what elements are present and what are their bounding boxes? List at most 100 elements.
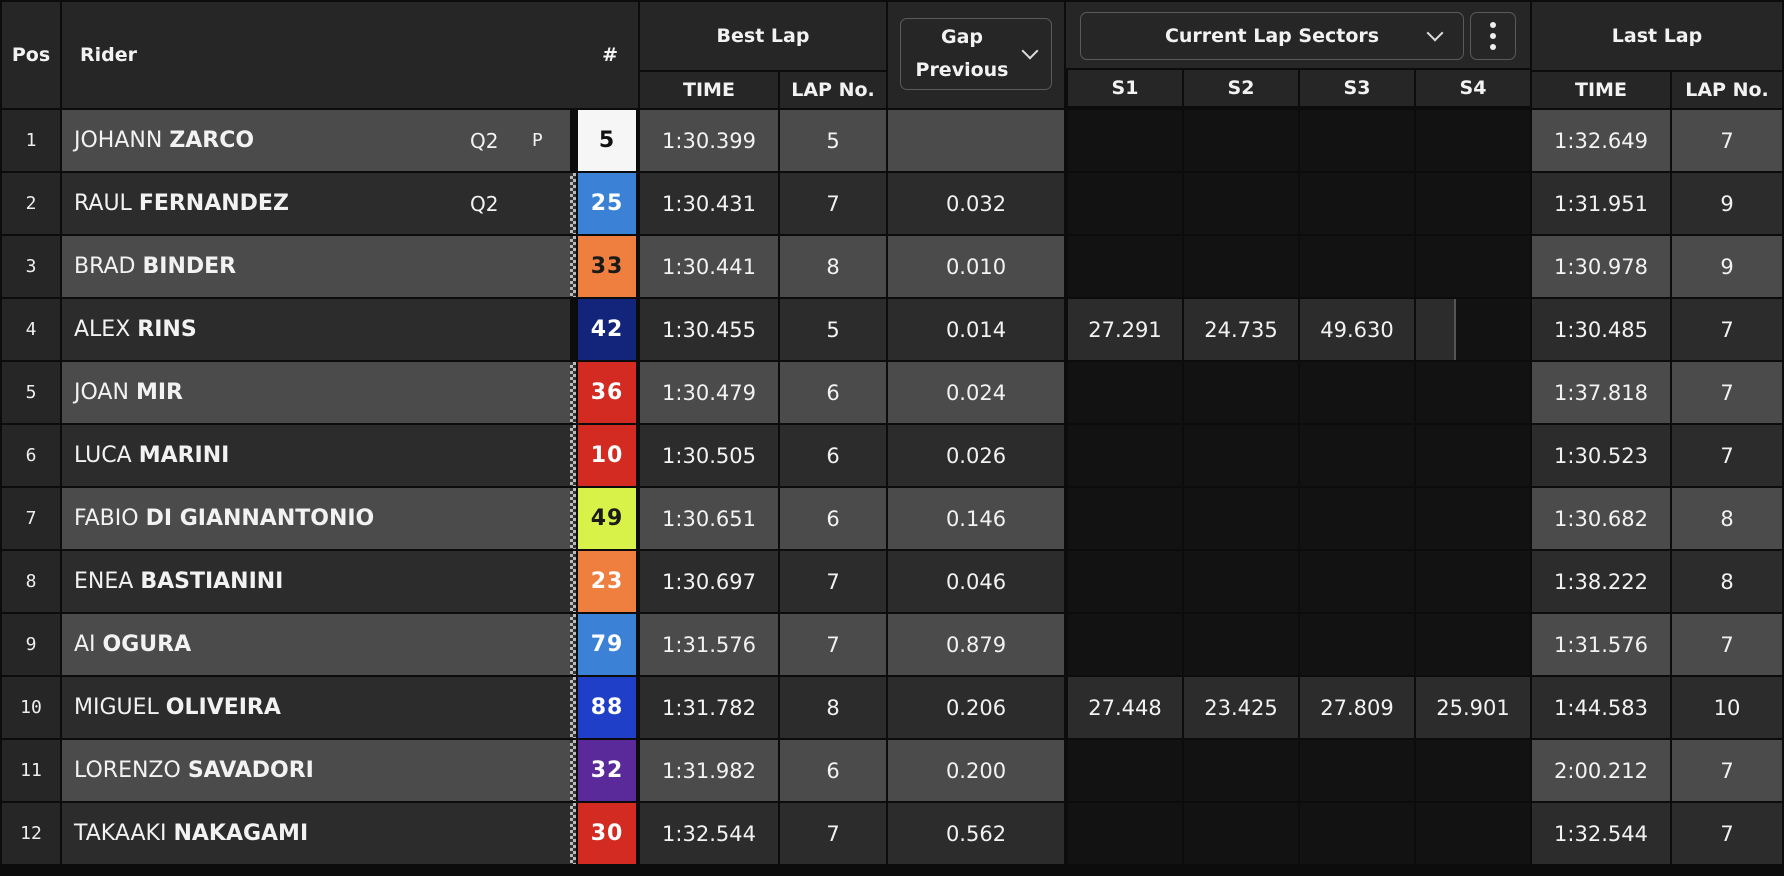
sector-progress-indicator <box>1416 299 1456 360</box>
last-lap-time: 1:44.583 <box>1532 677 1670 738</box>
rider-last-name: FERNANDEZ <box>138 191 289 216</box>
gap-previous-dropdown[interactable]: Gap Previous <box>900 18 1052 90</box>
rider-number-badge: 23 <box>578 551 636 612</box>
rider-number-badge: 32 <box>578 740 636 801</box>
pit-status-badge: P <box>532 130 543 151</box>
position-cell: 11 <box>2 740 60 801</box>
sector-s3-time <box>1300 236 1414 297</box>
last-lap-time: 1:38.222 <box>1532 551 1670 612</box>
rider-number-badge: 36 <box>578 362 636 423</box>
s3-label: S3 <box>1343 77 1371 99</box>
chevron-down-icon <box>1021 42 1039 60</box>
more-options-button[interactable] <box>1470 12 1516 60</box>
rider-first-name: RAUL <box>74 191 132 216</box>
rider-name-cell: MIGUEL OLIVEIRA <box>62 677 570 738</box>
position-cell: 12 <box>2 803 60 864</box>
sector-s3-time: 27.809 <box>1300 677 1414 738</box>
sector-s1-time <box>1068 551 1182 612</box>
sector-s1-time <box>1068 362 1182 423</box>
rider-first-name: AI <box>74 632 96 657</box>
sector-s1-time: 27.448 <box>1068 677 1182 738</box>
checkered-flag-icon <box>570 803 576 864</box>
position-cell: 7 <box>2 488 60 549</box>
best-lap-time: 1:30.505 <box>640 425 778 486</box>
rider-last-name: BASTIANINI <box>140 569 284 594</box>
last-lapno-col-label: LAP No. <box>1685 79 1769 101</box>
sector-s4-time <box>1416 740 1530 801</box>
s4-header: S4 <box>1416 70 1530 106</box>
sector-s2-time <box>1184 362 1298 423</box>
last-lap-number: 7 <box>1672 803 1782 864</box>
rider-number-badge: 5 <box>578 110 636 171</box>
best-lap-time: 1:30.399 <box>640 110 778 171</box>
last-lap-number: 7 <box>1672 614 1782 675</box>
sector-s1-time <box>1068 740 1182 801</box>
best-lap-time: 1:31.576 <box>640 614 778 675</box>
best-lap-header: Best Lap <box>640 2 886 70</box>
best-lapno-col-label: LAP No. <box>791 79 875 101</box>
rider-last-name: DI GIANNANTONIO <box>145 506 375 531</box>
best-lap-time: 1:30.441 <box>640 236 778 297</box>
best-lap-number: 5 <box>780 299 886 360</box>
best-lap-time: 1:31.982 <box>640 740 778 801</box>
gap-previous: 0.026 <box>888 425 1064 486</box>
rider-number-badge: 25 <box>578 173 636 234</box>
rider-first-name: ALEX <box>74 317 131 342</box>
last-time-col-label: TIME <box>1575 79 1627 101</box>
rider-number-badge: 79 <box>578 614 636 675</box>
gap-previous: 0.032 <box>888 173 1064 234</box>
sectors-select-label: Current Lap Sectors <box>1164 25 1380 47</box>
rider-last-name: ZARCO <box>169 128 255 153</box>
best-lap-number: 6 <box>780 488 886 549</box>
gap-previous: 0.879 <box>888 614 1064 675</box>
pos-header: Pos <box>2 2 60 108</box>
sector-s3-time <box>1300 173 1414 234</box>
rider-number-badge: 42 <box>578 299 636 360</box>
s1-header: S1 <box>1068 70 1182 106</box>
position-cell: 9 <box>2 614 60 675</box>
current-lap-sectors-select[interactable]: Current Lap Sectors <box>1080 12 1464 60</box>
sector-s2-time <box>1184 614 1298 675</box>
sector-s3-time <box>1300 551 1414 612</box>
checkered-flag-icon <box>570 236 576 297</box>
position-cell: 8 <box>2 551 60 612</box>
gap-previous: 0.146 <box>888 488 1064 549</box>
sector-s3-time: 49.630 <box>1300 299 1414 360</box>
rider-name-cell: JOHANN ZARCO Q2 P <box>62 110 570 171</box>
last-lap-time: 2:00.212 <box>1532 740 1670 801</box>
sector-s3-time <box>1300 488 1414 549</box>
rider-last-name: OLIVEIRA <box>165 695 281 720</box>
last-lap-time: 1:30.523 <box>1532 425 1670 486</box>
best-lap-number: 7 <box>780 173 886 234</box>
gap-previous: 0.024 <box>888 362 1064 423</box>
position-cell: 6 <box>2 425 60 486</box>
gap-label-line2: Previous <box>915 59 1009 81</box>
gap-previous: 0.046 <box>888 551 1064 612</box>
rider-name-cell: BRAD BINDER <box>62 236 570 297</box>
last-lap-time: 1:30.978 <box>1532 236 1670 297</box>
gap-previous <box>888 110 1064 171</box>
rider-first-name: FABIO <box>74 506 139 531</box>
sector-s3-time <box>1300 110 1414 171</box>
rider-first-name: TAKAAKI <box>74 821 167 846</box>
rider-name-cell: JOAN MIR <box>62 362 570 423</box>
rider-name-cell: FABIO DI GIANNANTONIO <box>62 488 570 549</box>
rider-last-name: BINDER <box>142 254 237 279</box>
last-lap-header-label: Last Lap <box>1611 25 1703 47</box>
sector-s2-time <box>1184 551 1298 612</box>
rider-name-cell: LUCA MARINI <box>62 425 570 486</box>
rider-first-name: MIGUEL <box>74 695 159 720</box>
position-cell: 1 <box>2 110 60 171</box>
last-lap-number: 7 <box>1672 299 1782 360</box>
best-lap-time: 1:30.431 <box>640 173 778 234</box>
last-lap-time: 1:31.576 <box>1532 614 1670 675</box>
chevron-down-icon <box>1426 24 1444 42</box>
rider-last-name: SAVADORI <box>187 758 314 783</box>
last-lap-no-header: LAP No. <box>1672 72 1782 108</box>
sector-s1-time <box>1068 488 1182 549</box>
checkered-flag-icon <box>570 362 576 423</box>
sector-s1-time: 27.291 <box>1068 299 1182 360</box>
checkered-flag-icon <box>570 677 576 738</box>
last-lap-time-header: TIME <box>1532 72 1670 108</box>
gap-previous: 0.010 <box>888 236 1064 297</box>
